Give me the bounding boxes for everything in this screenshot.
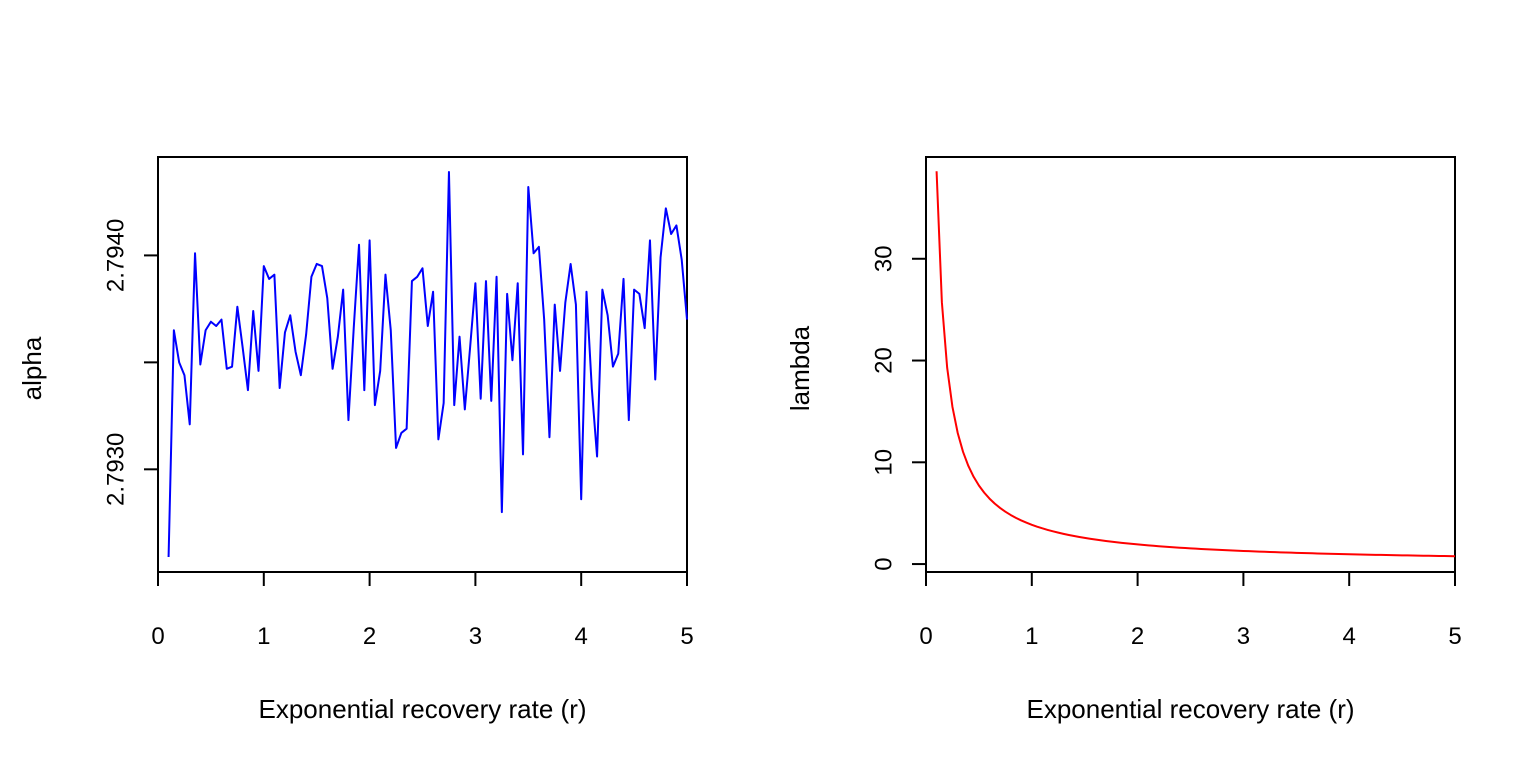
x-tick-label: 3 (469, 623, 482, 650)
y-tick-label: 2.7940 (103, 219, 130, 292)
x-tick-label: 2 (1131, 623, 1144, 650)
x-tick-label: 0 (151, 623, 164, 650)
alpha-chart-panel: 0 1 2 3 4 5 2.7930 2.7940 Exponential recovery r… (17, 156, 694, 724)
x-tick-label: 4 (575, 623, 588, 650)
x-tick-label: 1 (1025, 623, 1038, 650)
y-tick-label: 10 (871, 449, 898, 476)
y-tick-label: 30 (871, 245, 898, 272)
plot-frame (157, 156, 688, 573)
y-axis-label: alpha (17, 336, 47, 400)
x-axis-label: Exponential recovery rate (r) (258, 694, 586, 724)
y-tick-label: 2.7930 (103, 433, 130, 506)
x-tick-label: 2 (363, 623, 376, 650)
plot-frame (925, 156, 1456, 573)
x-tick-label: 5 (1448, 623, 1461, 650)
lambda-chart-panel: 0 1 2 3 4 5 0 10 20 30 Exponential recovery rate (… (785, 156, 1462, 724)
x-tick-label: 1 (257, 623, 270, 650)
x-tick-label: 4 (1343, 623, 1356, 650)
x-tick-label: 3 (1237, 623, 1250, 650)
y-tick-label: 20 (871, 347, 898, 374)
series-line (167, 170, 688, 558)
y-tick-label: 0 (871, 557, 898, 570)
x-tick-label: 0 (919, 623, 932, 650)
x-axis-label: Exponential recovery rate (r) (1026, 694, 1354, 724)
series-line (935, 171, 1456, 558)
x-tick-label: 5 (680, 623, 693, 650)
y-axis-label: lambda (785, 325, 815, 411)
